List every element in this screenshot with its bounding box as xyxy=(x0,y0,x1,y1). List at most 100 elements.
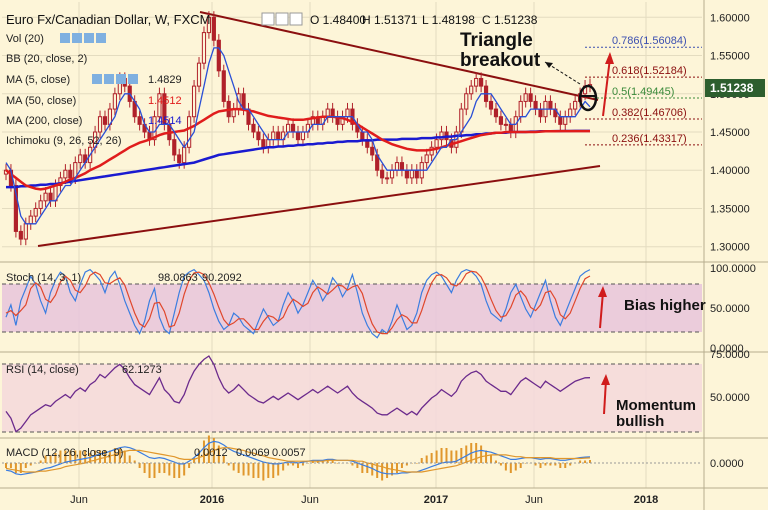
candle-body xyxy=(23,223,28,240)
fib-label: 0.786(1.56084) xyxy=(612,35,687,47)
macd-bar xyxy=(168,463,171,476)
macd-bar xyxy=(494,460,497,463)
macd-bar xyxy=(366,463,369,473)
macd-bar xyxy=(148,463,151,478)
macd-signal-value: 0.0057 xyxy=(272,447,306,459)
macd-bar xyxy=(262,463,265,481)
time-tick: Jun xyxy=(525,494,543,506)
candle-body xyxy=(548,100,553,110)
ma5-eye-icon[interactable] xyxy=(92,74,102,84)
ma5-more-icon[interactable] xyxy=(128,74,138,84)
macd-bar xyxy=(94,450,97,463)
candle-body xyxy=(360,131,365,141)
macd-bar xyxy=(44,455,47,463)
macd-bar xyxy=(361,463,364,473)
price-tick: 1.55000 xyxy=(710,51,750,63)
macd-bar xyxy=(222,455,225,463)
macd-bar xyxy=(564,463,567,468)
macd-bar xyxy=(549,463,552,466)
candle-body xyxy=(187,116,192,148)
macd-bar xyxy=(9,463,12,468)
rsi-up-arrow xyxy=(603,379,607,415)
title-eye-icon[interactable] xyxy=(261,12,275,26)
candle-body xyxy=(137,116,142,125)
candle-body xyxy=(290,123,296,133)
macd-bar xyxy=(326,460,329,463)
candle-body xyxy=(498,116,504,125)
candle-body xyxy=(464,93,469,110)
macd-bar xyxy=(440,448,443,463)
stoch-d-value: 90.2092 xyxy=(202,272,242,284)
breakout-pointer xyxy=(544,61,581,85)
candle-body xyxy=(261,139,266,148)
macd-bar xyxy=(227,463,230,466)
rsi-axis-75: 75.0000 xyxy=(710,349,750,361)
macd-bar xyxy=(59,450,62,463)
rsi-band xyxy=(2,364,702,432)
title-gear-icon[interactable] xyxy=(275,12,289,26)
candle-body xyxy=(221,70,226,102)
candle-body xyxy=(33,207,38,217)
stoch-axis-50: 50.0000 xyxy=(710,303,750,315)
candle-body xyxy=(182,146,187,164)
vol-label: Vol (20) xyxy=(6,33,44,45)
annotation-bullish: bullish xyxy=(616,413,664,430)
last-price-text: 1.51238 xyxy=(710,81,754,95)
candle-body xyxy=(434,139,439,148)
candle-body xyxy=(568,108,573,118)
ichimoku-label: Ichimoku (9, 26, 52, 26) xyxy=(6,135,122,147)
triangle-upper-trendline xyxy=(199,11,599,101)
fib-label: 0.382(1.46706) xyxy=(612,107,687,119)
price-tick: 1.35000 xyxy=(710,203,750,215)
candle-body xyxy=(474,77,479,87)
candle-body xyxy=(191,85,197,118)
vol-gear-icon[interactable] xyxy=(72,33,82,43)
candle-body xyxy=(459,108,464,133)
macd-bar xyxy=(19,463,22,473)
ma50-line xyxy=(5,107,590,191)
macd-bar xyxy=(475,443,478,463)
candle-body xyxy=(216,39,221,72)
macd-bar xyxy=(64,450,67,463)
macd-bar xyxy=(415,463,418,464)
candle-body xyxy=(503,123,508,126)
candle-body xyxy=(276,131,281,141)
price-up-arrow-head xyxy=(605,52,614,64)
candle-body xyxy=(58,177,63,187)
rsi-value: 62.1273 xyxy=(122,364,162,376)
ma5-gear-icon[interactable] xyxy=(104,74,114,84)
macd-bar xyxy=(292,463,295,466)
vol-close-icon[interactable] xyxy=(84,33,94,43)
macd-bar xyxy=(54,453,57,463)
macd-line-value: 0.0069 xyxy=(236,447,270,459)
candle-body xyxy=(63,169,68,179)
title-settings-icons[interactable] xyxy=(261,12,303,26)
annotation-momentum: Momentum xyxy=(616,397,696,414)
macd-bar xyxy=(103,450,106,463)
macd-bar xyxy=(584,460,587,463)
candle-body xyxy=(389,169,395,179)
macd-bar xyxy=(173,463,176,478)
indicator-icons[interactable] xyxy=(60,33,138,84)
vol-eye-icon[interactable] xyxy=(60,33,70,43)
macd-bar xyxy=(336,463,339,464)
stoch-axis-100: 100.0000 xyxy=(710,263,756,275)
stoch-up-arrow-head xyxy=(598,286,607,297)
ma5-close-icon[interactable] xyxy=(116,74,126,84)
vol-more-icon[interactable] xyxy=(96,33,106,43)
macd-bar xyxy=(108,450,111,463)
fib-label: 0.618(1.52184) xyxy=(612,65,687,77)
macd-bar xyxy=(455,450,458,463)
macd-bar xyxy=(123,450,126,463)
candle-body xyxy=(384,177,390,180)
title-close-icon[interactable] xyxy=(289,12,303,26)
rsi-up-arrow-head xyxy=(601,374,610,385)
macd-bar xyxy=(153,463,156,478)
rsi-label: RSI (14, close) xyxy=(6,364,79,376)
candle-body xyxy=(251,123,256,133)
candle-body xyxy=(206,16,212,34)
macd-bar xyxy=(480,445,483,463)
stoch-band xyxy=(2,284,702,332)
candle-body xyxy=(469,85,474,95)
candle-body xyxy=(538,108,543,118)
